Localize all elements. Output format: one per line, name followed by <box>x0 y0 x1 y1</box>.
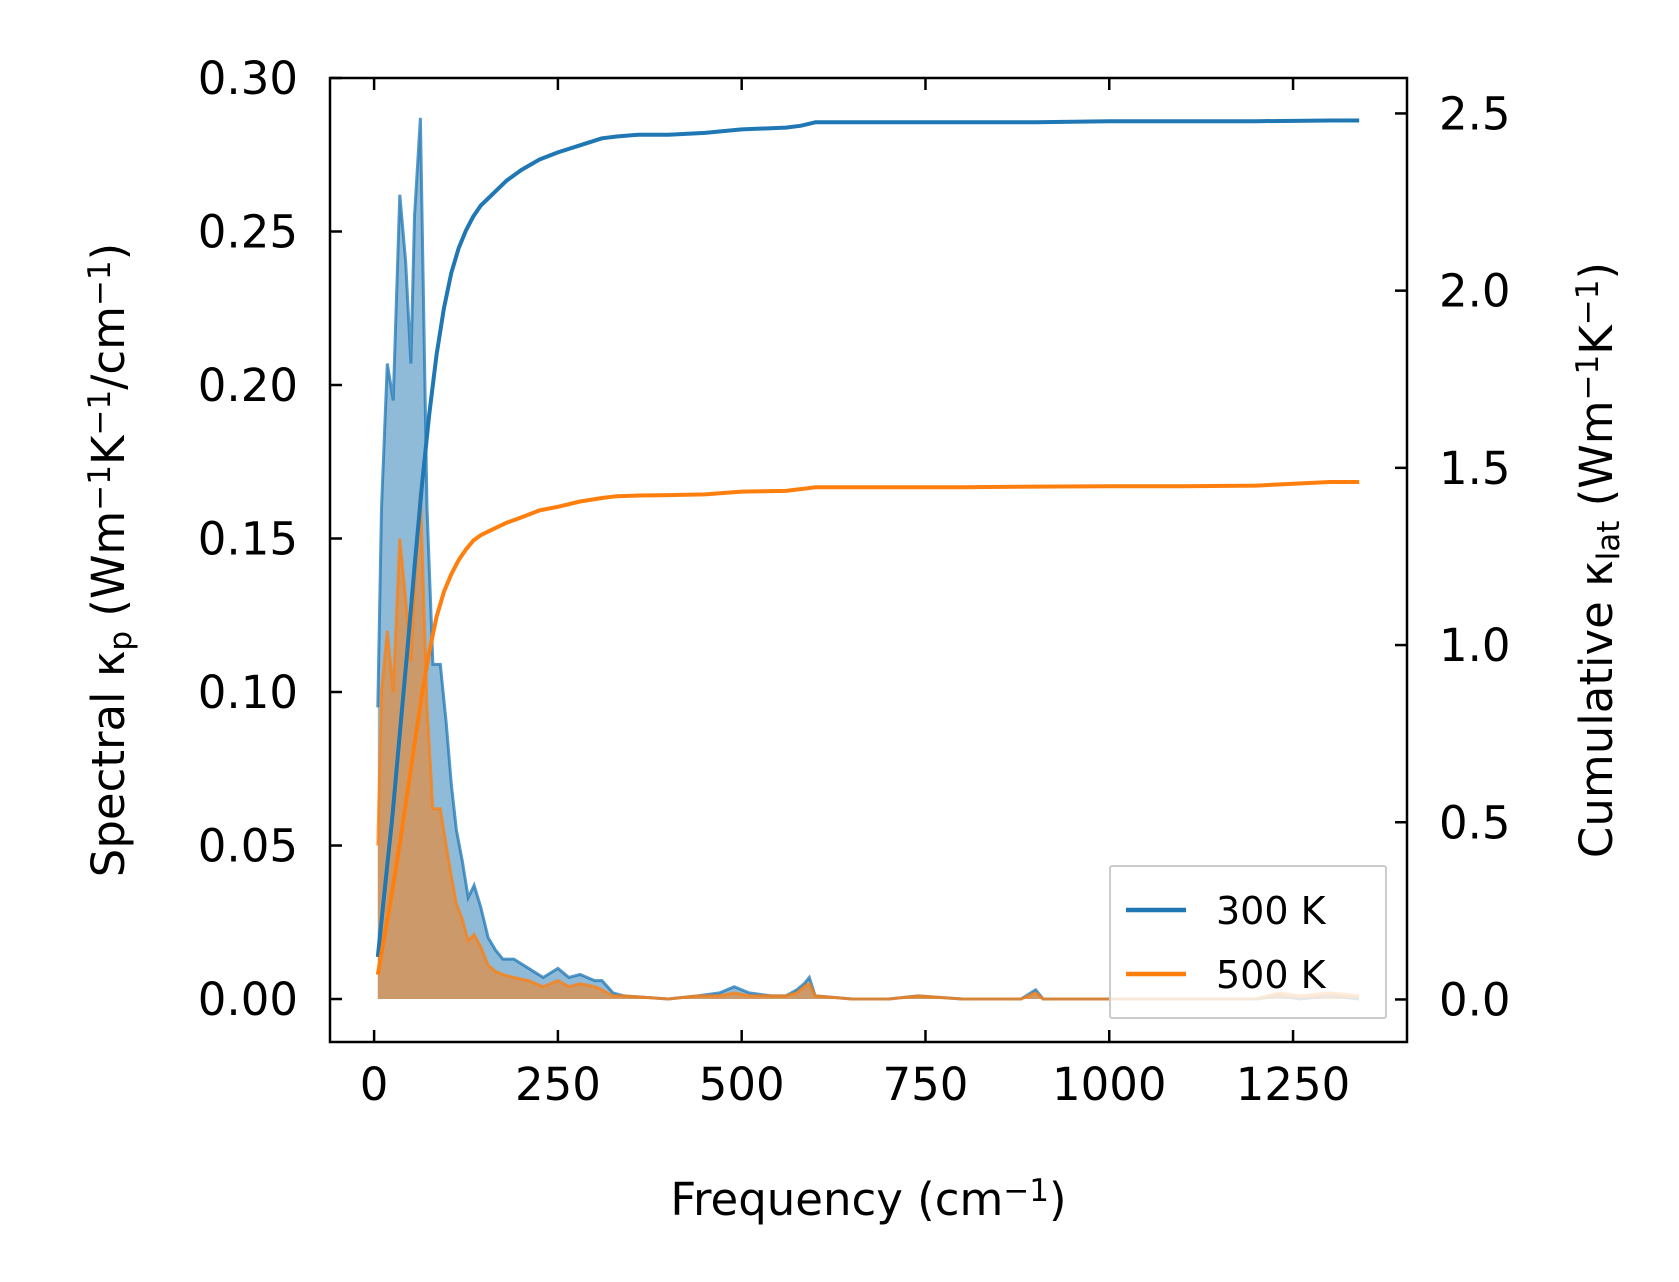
plot-frame <box>328 76 1409 1044</box>
y-right-tick-label: 1.0 <box>1439 619 1511 672</box>
spectral-fill-300k <box>377 117 1360 999</box>
y-left-tick-label: 0.05 <box>198 820 298 873</box>
y-left-tick-label: 0.15 <box>198 513 298 566</box>
axis-ticks-layer: 0 250 500 750 1000 1250 0.00 0.05 0.10 0.15 0.20 0.… <box>198 52 1511 1111</box>
cumulative-line-300k <box>375 118 1360 958</box>
spectral-fill-500k <box>377 492 1360 999</box>
y-right-tick-label: 1.5 <box>1439 442 1511 495</box>
y-right-tick-label: 2.0 <box>1439 265 1511 318</box>
axis-labels-layer: Frequency (cm−1) Spectral κp (Wm−1K−1/cm−… <box>82 243 1627 1226</box>
legend: 300 K 500 K <box>1109 865 1387 1019</box>
x-tick-label: 0 <box>360 1058 389 1111</box>
legend-label-500k: 500 K <box>1216 953 1327 997</box>
x-tick-label: 750 <box>883 1058 969 1111</box>
cumulative-line-500k <box>375 480 1360 976</box>
x-tick-label: 250 <box>515 1058 601 1111</box>
y-left-axis-label: Spectral κp (Wm−1K−1/cm−1) <box>82 243 139 877</box>
x-tick-label: 1000 <box>1052 1058 1167 1111</box>
spectral-fills-layer <box>376 117 1360 1001</box>
legend-label-300k: 300 K <box>1216 889 1327 933</box>
y-left-tick-label: 0.10 <box>198 666 298 719</box>
y-left-tick-label: 0.00 <box>198 973 298 1026</box>
y-right-axis-label: Cumulative κlat (Wm−1K−1) <box>1570 262 1627 858</box>
y-right-tick-label: 0.5 <box>1439 796 1511 849</box>
cumulative-lines-layer <box>375 118 1360 976</box>
x-tick-label: 500 <box>699 1058 785 1111</box>
y-right-tick-label: 2.5 <box>1439 87 1511 140</box>
x-axis-label: Frequency (cm−1) <box>670 1173 1066 1226</box>
y-left-tick-label: 0.30 <box>198 52 298 105</box>
y-right-tick-label: 0.0 <box>1439 973 1511 1026</box>
legend-box <box>1109 865 1387 1019</box>
x-tick-label: 1250 <box>1236 1058 1351 1111</box>
y-left-tick-label: 0.20 <box>198 359 298 412</box>
y-left-tick-label: 0.25 <box>198 206 298 259</box>
spectral-edge-500k <box>376 492 1360 1001</box>
